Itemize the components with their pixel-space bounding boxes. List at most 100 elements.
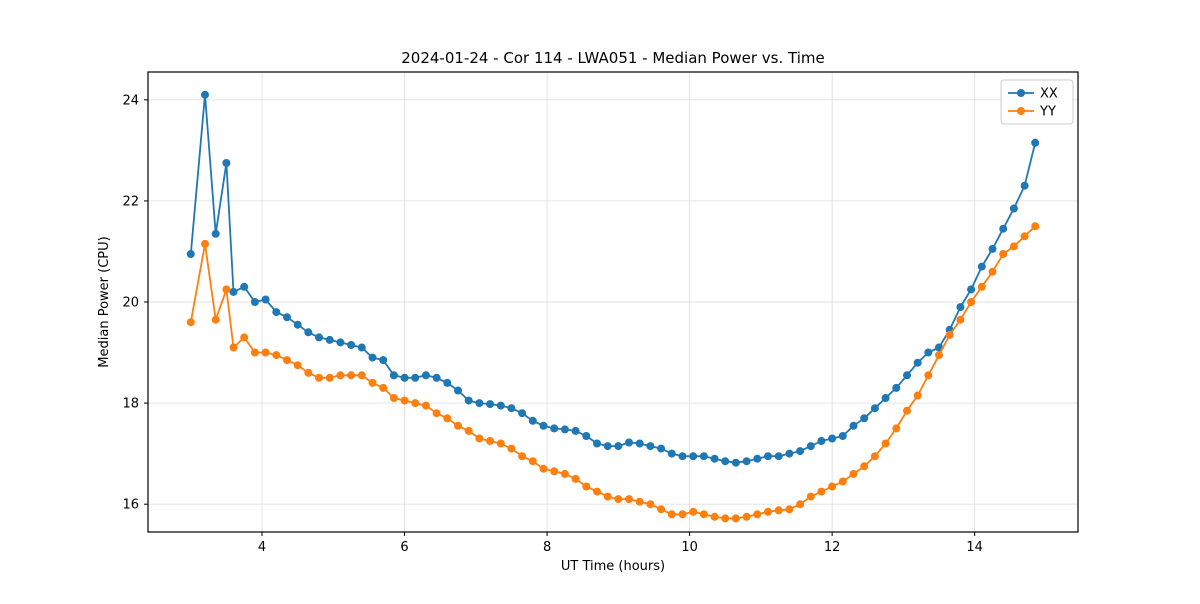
series-marker-yy	[240, 333, 249, 342]
series-marker-yy	[635, 497, 644, 506]
series-marker-yy	[881, 439, 890, 448]
series-marker-xx	[764, 452, 772, 461]
series-marker-xx	[229, 287, 238, 296]
series-marker-xx	[785, 449, 794, 458]
legend-box	[1000, 79, 1074, 125]
series-marker-yy	[614, 495, 623, 504]
series-marker-yy	[229, 343, 238, 352]
series-marker-yy	[560, 469, 569, 478]
series-marker-yy	[304, 368, 313, 377]
series-marker-yy	[379, 383, 388, 392]
y-axis-label: Median Power (CPU)	[97, 236, 112, 367]
series-marker-xx	[678, 452, 687, 461]
chart-title: 2024-01-24 - Cor 114 - LWA051 - Median P…	[401, 49, 825, 67]
axes-frame	[147, 71, 1079, 533]
series-marker-xx	[625, 438, 633, 447]
series-marker-yy	[956, 315, 965, 324]
series-marker-xx	[614, 442, 623, 451]
series-marker-xx	[379, 356, 388, 365]
series-marker-xx	[849, 421, 858, 430]
series-marker-xx	[560, 425, 569, 434]
series-marker-yy	[496, 439, 505, 448]
series-marker-xx	[796, 447, 805, 456]
y-tick-label: 16	[122, 498, 139, 513]
series-marker-yy	[935, 351, 943, 360]
series-marker-xx	[272, 308, 281, 317]
series-marker-yy	[421, 401, 430, 410]
series-marker-xx	[261, 295, 270, 304]
series-marker-yy	[913, 391, 922, 400]
series-marker-xx	[689, 452, 698, 461]
series-marker-xx	[860, 414, 869, 423]
series-marker-yy	[1009, 242, 1018, 251]
series-marker-xx	[892, 383, 901, 392]
y-tick-label: 24	[122, 93, 139, 108]
series-marker-yy	[325, 373, 334, 382]
series-marker-xx	[518, 409, 527, 418]
series-marker-yy	[211, 315, 220, 324]
series-marker-yy	[400, 396, 409, 405]
series-marker-xx	[486, 400, 495, 409]
series-marker-yy	[817, 487, 826, 496]
series-marker-xx	[828, 434, 837, 443]
series-marker-yy	[603, 492, 612, 501]
series-marker-xx	[283, 313, 291, 322]
series-marker-yy	[443, 414, 452, 423]
series-marker-xx	[347, 341, 356, 349]
series-marker-xx	[731, 458, 740, 467]
series-marker-yy	[571, 474, 580, 483]
x-tick-label: 12	[824, 540, 841, 555]
y-tick-label: 20	[122, 296, 139, 311]
series-marker-xx	[988, 244, 997, 253]
series-marker-yy	[903, 406, 911, 415]
series-marker-yy	[1020, 232, 1029, 241]
series-marker-xx	[454, 386, 462, 395]
series-marker-yy	[721, 514, 730, 523]
series-marker-yy	[838, 477, 847, 486]
series-marker-xx	[389, 371, 398, 380]
series-marker-xx	[250, 298, 259, 306]
series-marker-xx	[710, 454, 719, 463]
series-marker-xx	[550, 424, 559, 433]
series-marker-xx	[201, 90, 209, 99]
series-marker-yy	[432, 409, 441, 418]
series-marker-yy	[347, 371, 356, 380]
legend-item-yy: YY	[1008, 105, 1056, 120]
series-marker-yy	[657, 505, 666, 514]
series-marker-xx	[571, 426, 580, 435]
x-tick-label: 14	[966, 540, 983, 555]
series-marker-xx	[977, 262, 986, 271]
series-marker-yy	[593, 487, 601, 496]
series-marker-xx	[421, 371, 430, 380]
x-tick-label: 6	[400, 540, 408, 555]
series-marker-xx	[924, 348, 933, 357]
series-marker-yy	[357, 371, 366, 380]
series-marker-xx	[1009, 204, 1018, 213]
series-marker-yy	[283, 356, 291, 365]
series-marker-yy	[999, 250, 1008, 258]
series-marker-xx	[496, 401, 505, 410]
series-marker-xx	[368, 353, 377, 362]
x-axis-label: UT Time (hours)	[561, 559, 665, 574]
x-tick-label: 10	[681, 540, 698, 555]
y-tick-label: 18	[122, 397, 139, 412]
series-marker-yy	[678, 510, 687, 519]
series-marker-xx	[304, 328, 313, 337]
series-marker-yy	[710, 512, 719, 521]
series-marker-yy	[1031, 222, 1040, 231]
legend-label-xx: XX	[1040, 87, 1058, 102]
series-marker-xx	[400, 373, 409, 382]
series-marker-yy	[539, 464, 548, 473]
series-marker-yy	[764, 507, 772, 516]
series-marker-yy	[689, 507, 698, 516]
legend-label-yy: YY	[1039, 105, 1056, 120]
series-marker-yy	[742, 512, 751, 521]
series-marker-yy	[860, 462, 869, 471]
series-marker-xx	[1031, 138, 1040, 147]
series-marker-xx	[838, 432, 847, 440]
x-tick-label: 4	[258, 540, 266, 555]
series-marker-yy	[454, 421, 462, 430]
series-marker-xx	[507, 404, 516, 413]
series-marker-xx	[967, 285, 976, 294]
